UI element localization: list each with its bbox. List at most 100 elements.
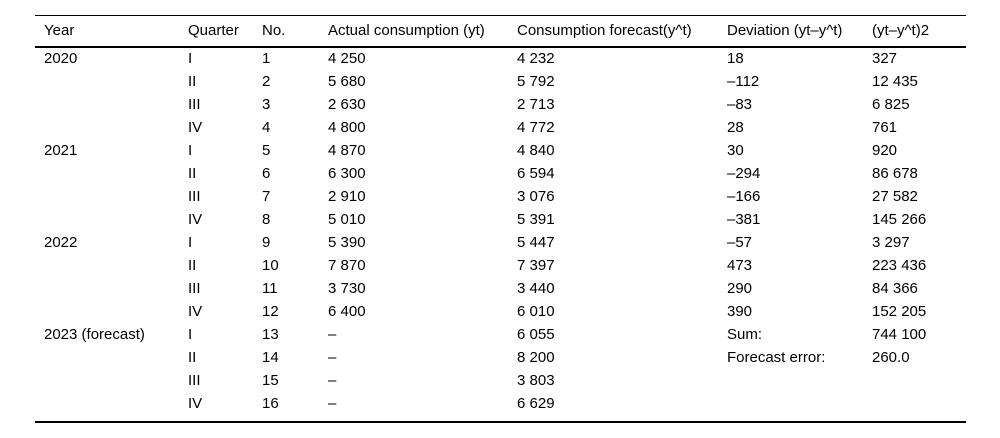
cell-consumption-forecast: 6 010 — [517, 302, 555, 320]
cell-consumption-forecast: 7 397 — [517, 256, 555, 274]
cell-quarter: II — [188, 164, 197, 182]
cell-no: 11 — [262, 279, 278, 297]
column-header-actual-consumption: Actual consumption (yt) — [328, 22, 485, 40]
cell-no: 14 — [262, 348, 279, 366]
cell-quarter: III — [188, 187, 201, 205]
cell-actual-consumption: 6 300 — [328, 164, 366, 182]
table-row: 2023 (forecast) I 13 – 6 055 Sum: 744 100 — [35, 323, 966, 346]
cell-year — [35, 116, 179, 139]
cell-quarter: IV — [188, 302, 203, 320]
cell-consumption-forecast: 4 772 — [517, 118, 555, 136]
cell-quarter: III — [188, 95, 201, 113]
cell-quarter: III — [188, 371, 201, 389]
cell-deviation: 390 — [727, 302, 753, 320]
cell-actual-consumption: 3 730 — [328, 279, 366, 297]
cell-deviation: –166 — [727, 187, 761, 205]
cell-year — [35, 208, 179, 231]
cell-squared-deviation — [863, 392, 966, 415]
cell-year — [35, 185, 179, 208]
cell-quarter: IV — [188, 118, 203, 136]
cell-deviation: 30 — [727, 141, 744, 159]
cell-actual-consumption: 2 630 — [328, 95, 366, 113]
table-row: II 6 6 300 6 594 –294 86 678 — [35, 162, 966, 185]
cell-no: 5 — [262, 141, 271, 159]
cell-consumption-forecast: 3 803 — [517, 371, 555, 389]
table-row: III 11 3 730 3 440 290 84 366 — [35, 277, 966, 300]
cell-year — [35, 369, 179, 392]
cell-year — [35, 254, 179, 277]
cell-quarter: II — [188, 348, 197, 366]
cell-deviation: 290 — [727, 279, 753, 297]
table-row: IV 16 – 6 629 — [35, 392, 966, 415]
cell-squared-deviation: 744 100 — [872, 325, 927, 343]
cell-deviation: –57 — [727, 233, 753, 251]
cell-squared-deviation: 223 436 — [872, 256, 927, 274]
cell-consumption-forecast: 2 713 — [517, 95, 555, 113]
cell-quarter: I — [188, 325, 193, 343]
cell-year — [35, 162, 179, 185]
cell-year — [35, 392, 179, 415]
cell-no: 1 — [262, 50, 271, 67]
cell-actual-consumption: 4 250 — [328, 50, 366, 67]
table-row: 2022 I 9 5 390 5 447 –57 3 297 — [35, 231, 966, 254]
cell-consumption-forecast: 3 076 — [517, 187, 555, 205]
table-row: 2020 I 1 4 250 4 232 18 327 — [35, 47, 966, 70]
cell-actual-consumption: – — [328, 325, 337, 343]
table-header: Year Quarter No. Actual consumption (yt) Con… — [35, 16, 966, 47]
cell-quarter: I — [188, 50, 193, 67]
cell-squared-deviation: 920 — [872, 141, 898, 159]
cell-actual-consumption: 7 870 — [328, 256, 366, 274]
table-row: II 10 7 870 7 397 473 223 436 — [35, 254, 966, 277]
cell-consumption-forecast: 5 391 — [517, 210, 555, 228]
cell-quarter: IV — [188, 210, 203, 228]
cell-year: 2022 — [44, 233, 78, 251]
cell-no: 13 — [262, 325, 279, 343]
cell-no: 2 — [262, 72, 271, 90]
cell-squared-deviation: 3 297 — [872, 233, 910, 251]
cell-no: 3 — [262, 95, 271, 113]
cell-deviation: 473 — [727, 256, 753, 274]
cell-actual-consumption: – — [328, 371, 337, 389]
cell-no: 4 — [262, 118, 271, 136]
column-header-consumption-forecast: Consumption forecast(y^t) — [517, 22, 692, 40]
cell-quarter: II — [188, 72, 197, 90]
cell-deviation: 28 — [727, 118, 744, 136]
cell-deviation: –294 — [727, 164, 761, 182]
cell-squared-deviation: 761 — [872, 118, 898, 136]
cell-consumption-forecast: 3 440 — [517, 279, 555, 297]
cell-squared-deviation: 145 266 — [872, 210, 927, 228]
table-row: III 7 2 910 3 076 –166 27 582 — [35, 185, 966, 208]
cell-deviation: 18 — [727, 50, 744, 67]
cell-squared-deviation: 6 825 — [872, 95, 910, 113]
table-body: 2020 I 1 4 250 4 232 18 327 II 2 5 680 5 792 –112 12… — [35, 47, 966, 422]
cell-consumption-forecast: 6 629 — [517, 394, 555, 412]
cell-actual-consumption: 5 390 — [328, 233, 366, 251]
cell-deviation: Sum: — [727, 325, 763, 343]
column-header-quarter: Quarter — [188, 22, 239, 40]
header-row: Year Quarter No. Actual consumption (yt) Con… — [35, 16, 966, 47]
cell-actual-consumption: 5 680 — [328, 72, 366, 90]
cell-no: 9 — [262, 233, 271, 251]
cell-actual-consumption: 4 870 — [328, 141, 366, 159]
cell-year — [35, 93, 179, 116]
cell-squared-deviation: 12 435 — [872, 72, 918, 90]
cell-deviation: Forecast error: — [727, 348, 826, 366]
table-row: II 2 5 680 5 792 –112 12 435 — [35, 70, 966, 93]
cell-consumption-forecast: 5 447 — [517, 233, 555, 251]
cell-no: 7 — [262, 187, 271, 205]
column-header-no: No. — [262, 22, 286, 40]
cell-quarter: IV — [188, 394, 203, 412]
cell-deviation: –83 — [727, 95, 753, 113]
table-row: III 15 – 3 803 — [35, 369, 966, 392]
cell-squared-deviation: 327 — [872, 50, 898, 67]
cell-year — [35, 70, 179, 93]
table-row: III 3 2 630 2 713 –83 6 825 — [35, 93, 966, 116]
cell-consumption-forecast: 4 840 — [517, 141, 555, 159]
cell-deviation — [718, 369, 863, 392]
table-row: II 14 – 8 200 Forecast error: 260.0 — [35, 346, 966, 369]
cell-no: 15 — [262, 371, 279, 389]
cell-deviation: –112 — [727, 72, 760, 90]
cell-no: 16 — [262, 394, 279, 412]
cell-year — [35, 346, 179, 369]
cell-actual-consumption: – — [328, 394, 337, 412]
